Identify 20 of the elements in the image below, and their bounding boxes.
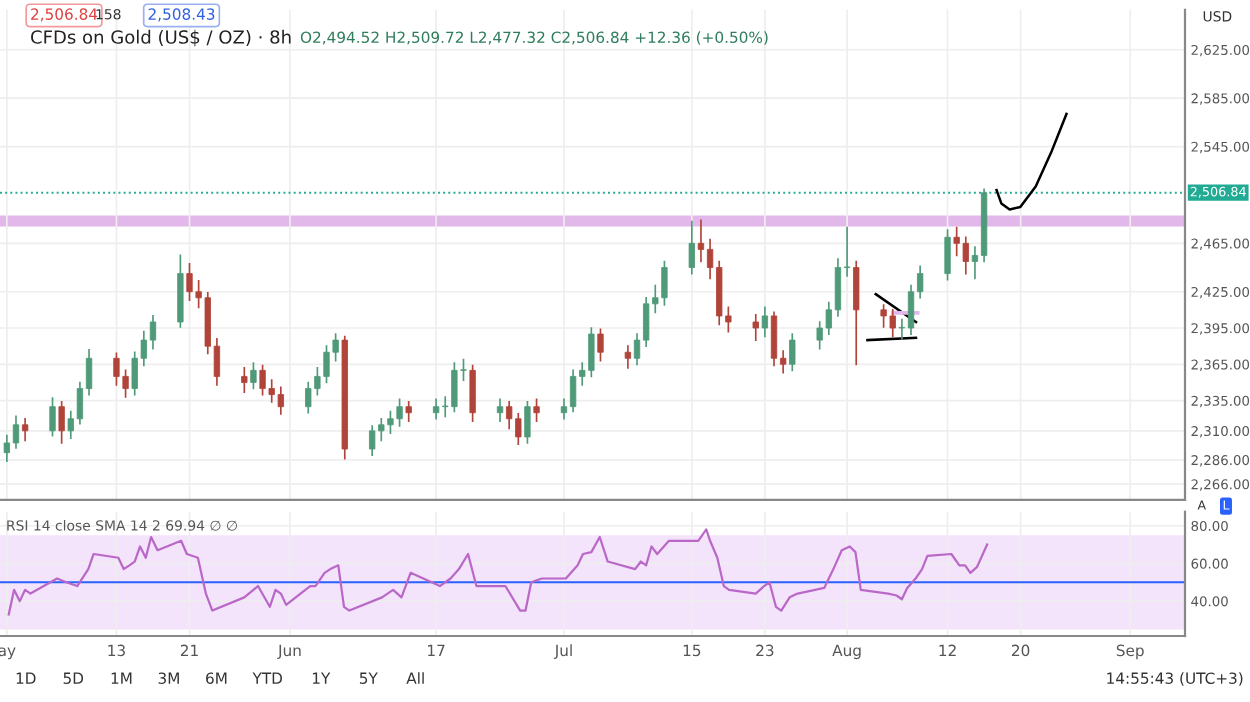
- text: CFDs on Gold (US$ / OZ) · 8h: [31, 29, 291, 47]
- candlestick: [241, 367, 248, 393]
- candlestick: [624, 345, 632, 369]
- candlestick: [524, 400, 531, 444]
- candlestick: [58, 400, 65, 444]
- candlestick: [496, 398, 504, 423]
- candlestick: [688, 220, 695, 275]
- candlestick: [853, 260, 860, 366]
- candlestick: [49, 397, 56, 437]
- candlestick: [533, 398, 540, 423]
- candlestick: [597, 328, 604, 362]
- candlestick: [250, 362, 257, 390]
- candlestick: [789, 333, 796, 372]
- candlestick: [752, 313, 759, 341]
- candlestick: [761, 306, 769, 338]
- candlestick: [944, 229, 951, 281]
- candlestick: [21, 417, 29, 442]
- candlestick: [469, 364, 476, 423]
- candlestick: [697, 219, 705, 263]
- candlestick: [405, 400, 412, 423]
